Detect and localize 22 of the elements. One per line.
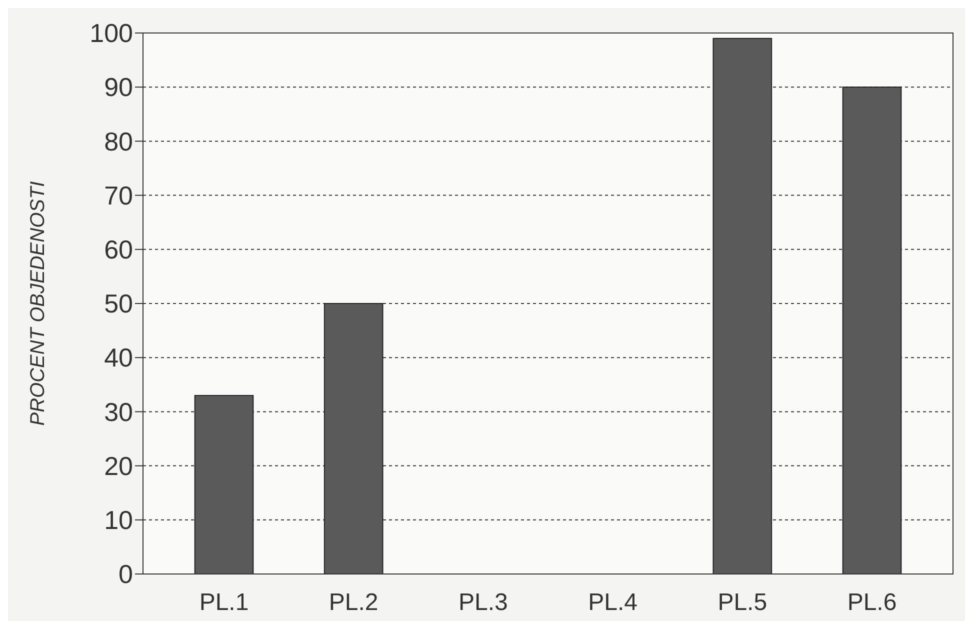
y-tick-label: 30 <box>104 396 133 427</box>
y-tick-label: 20 <box>104 450 133 481</box>
bar <box>842 86 902 574</box>
x-tick-label: PL.1 <box>199 589 249 616</box>
y-axis-title: PROCENT OBJEDENOSTI <box>27 180 49 426</box>
bar <box>194 394 254 574</box>
y-tick-label: 90 <box>104 72 133 102</box>
bar <box>712 38 772 574</box>
x-tick-label: PL.6 <box>847 589 897 616</box>
y-tick-label: 100 <box>90 18 133 48</box>
bar <box>324 303 384 574</box>
x-tick-label: PL.2 <box>328 589 378 616</box>
y-tick-label: 80 <box>104 126 133 156</box>
y-tick-label: 50 <box>104 288 133 319</box>
y-tick-label: 10 <box>104 505 133 535</box>
y-tick-label: 0 <box>118 559 133 590</box>
x-tick-label: PL.4 <box>588 589 638 616</box>
x-tick-label: PL.5 <box>718 589 768 616</box>
x-tick-label: PL.3 <box>458 589 508 616</box>
y-tick-label: 70 <box>104 180 133 210</box>
y-tick-label: 40 <box>104 342 133 373</box>
y-tick-label: 60 <box>104 234 133 264</box>
